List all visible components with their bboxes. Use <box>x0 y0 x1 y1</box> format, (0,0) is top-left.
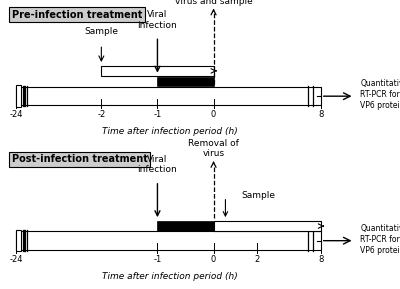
Text: Removal of
virus and sample: Removal of virus and sample <box>175 0 252 6</box>
Text: 2: 2 <box>255 255 260 264</box>
Bar <box>16 87 321 105</box>
Text: Quantitative
RT-PCR for
VP6 protein: Quantitative RT-PCR for VP6 protein <box>360 79 400 110</box>
Bar <box>16 230 21 251</box>
Text: Sample: Sample <box>241 191 275 200</box>
Text: 8: 8 <box>318 255 324 264</box>
Text: Time after infection period (h): Time after infection period (h) <box>102 272 238 281</box>
Bar <box>214 221 321 231</box>
Bar <box>158 221 214 231</box>
Text: Sample: Sample <box>84 27 118 36</box>
Text: 8: 8 <box>318 110 324 119</box>
Text: Time after infection period (h): Time after infection period (h) <box>102 127 238 136</box>
Text: Viral
infection: Viral infection <box>138 155 177 174</box>
Text: Pre-infection treatment: Pre-infection treatment <box>12 10 142 20</box>
Text: 0: 0 <box>211 110 216 119</box>
Text: -24: -24 <box>9 110 23 119</box>
Text: Post-infection treatment: Post-infection treatment <box>12 154 148 164</box>
Text: Viral
infection: Viral infection <box>138 10 177 30</box>
Text: -2: -2 <box>97 110 106 119</box>
Text: -1: -1 <box>153 110 162 119</box>
Bar <box>158 77 214 86</box>
Text: -24: -24 <box>9 255 23 264</box>
Bar <box>101 66 214 76</box>
Text: -1: -1 <box>153 255 162 264</box>
Bar <box>16 231 321 250</box>
Bar <box>16 86 21 107</box>
Text: Quantitative
RT-PCR for
VP6 protein: Quantitative RT-PCR for VP6 protein <box>360 224 400 255</box>
Text: Removal of
virus: Removal of virus <box>188 139 239 158</box>
Text: 0: 0 <box>211 255 216 264</box>
